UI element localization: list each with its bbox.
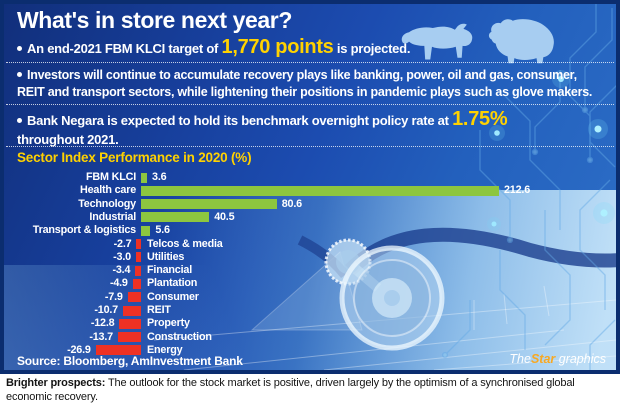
chart-category-label: Industrial — [89, 210, 136, 223]
chart-title: Sector Index Performance in 2020 (%) — [17, 150, 252, 165]
credit-the: The — [509, 352, 531, 366]
chart-bar — [141, 225, 151, 236]
chart-category-label: Financial — [147, 264, 192, 277]
chart-value-label: -10.7 — [94, 304, 118, 316]
bullet-dot — [17, 72, 22, 77]
infographic-panel: What's in store next year? An end-2021 F… — [0, 0, 620, 374]
chart-bar — [135, 265, 141, 276]
caption-text: The outlook for the stock market is posi… — [6, 377, 575, 403]
chart-row: Utilities -3.0 — [16, 251, 600, 264]
chart-bar — [141, 199, 277, 210]
chart-category-label: Plantation — [147, 277, 198, 290]
chart-value-label: -2.7 — [113, 237, 132, 250]
credit-star: Star — [530, 352, 556, 366]
bear-icon — [488, 19, 554, 64]
chart-category-label: REIT — [147, 304, 171, 316]
chart-row: REIT -10.7 — [16, 304, 600, 317]
highlight-value: 1,770 points — [221, 36, 334, 58]
chart-value-label: -26.9 — [67, 343, 91, 356]
bullet-text: is projected. — [333, 41, 411, 56]
chart-category-label: Energy — [147, 343, 183, 356]
bullet-dot — [17, 118, 22, 123]
chart-category-label: Construction — [147, 330, 212, 343]
chart-value-label: 5.6 — [155, 224, 170, 237]
bullet-recovery-plays: Investors will continue to accumulate re… — [17, 67, 600, 100]
bullet-text: An end-2021 FBM KLCI target of — [27, 41, 222, 56]
source-note: Source: Bloomberg, AmInvestment Bank — [17, 354, 243, 368]
chart-bar — [141, 185, 499, 196]
chart-value-label: 3.6 — [152, 171, 167, 183]
chart-bar — [132, 278, 141, 289]
chart-category-label: Consumer — [147, 290, 199, 303]
chart-row: Industrial 40.5 — [16, 211, 600, 224]
chart-category-label: Property — [147, 317, 190, 330]
dotted-divider — [6, 62, 614, 63]
chart-value-label: -13.7 — [89, 330, 113, 343]
chart-bar — [141, 172, 148, 183]
dotted-divider — [6, 146, 614, 147]
chart-row: Plantation -4.9 — [16, 277, 600, 290]
chart-bar — [135, 252, 141, 263]
page-title: What's in store next year? — [17, 7, 292, 33]
chart-bar — [136, 239, 141, 249]
chart-category-label: FBM KLCI — [86, 171, 136, 183]
chart-value-label: 40.5 — [214, 210, 235, 223]
chart-category-label: Health care — [79, 184, 136, 197]
chart-value-label: 80.6 — [281, 197, 302, 210]
bullet-policy-rate: Bank Negara is expected to hold its benc… — [17, 109, 561, 149]
chart-bar — [122, 305, 141, 316]
chart-value-label: -12.8 — [90, 317, 115, 330]
chart-row: Energy -26.9 — [16, 344, 600, 357]
chart-bar — [141, 212, 210, 223]
chart-category-label: Utilities — [147, 250, 185, 263]
chart-bar — [127, 292, 141, 303]
caption-lead: Brighter prospects: — [6, 377, 106, 389]
highlight-value: 1.75% — [452, 108, 508, 130]
chart-row: Construction -13.7 — [16, 331, 600, 344]
chart-row: Consumer -7.9 — [16, 291, 600, 304]
bullet-text: Bank Negara is expected to hold its benc… — [27, 113, 453, 128]
chart-category-label: Telcos & media — [147, 237, 223, 250]
chart-row: Transport & logistics 5.6 — [16, 224, 600, 237]
chart-category-label: Transport & logistics — [32, 224, 136, 237]
bullet-text: throughout 2021. — [17, 132, 119, 147]
chart-bar — [119, 318, 141, 329]
chart-row: Health care 212.6 — [16, 184, 600, 197]
chart-row: FBM KLCI 3.6 — [16, 171, 600, 184]
bullet-klci-target: An end-2021 FBM KLCI target of 1,770 poi… — [17, 37, 446, 60]
chart-value-label: -3.0 — [113, 250, 131, 263]
chart-row: Technology 80.6 — [16, 198, 600, 211]
chart-row: Financial -3.4 — [16, 264, 600, 277]
bullet-dot — [17, 46, 22, 51]
chart-row: Property -12.8 — [16, 317, 600, 330]
chart-category-label: Technology — [78, 197, 136, 210]
chart-value-label: -4.9 — [109, 277, 128, 290]
bullet-text: Investors will continue to accumulate re… — [17, 68, 593, 99]
chart-value-label: 212.6 — [504, 184, 531, 197]
credit-graphics: graphics — [555, 352, 606, 366]
caption: Brighter prospects: The outlook for the … — [6, 377, 614, 404]
bar-chart: FBM KLCI 3.6 Health care 212.6 Technology 80.… — [16, 171, 600, 359]
dotted-divider — [6, 104, 614, 105]
chart-value-label: -3.4 — [112, 264, 131, 277]
chart-row: Telcos & media -2.7 — [16, 238, 600, 251]
chart-bar — [117, 332, 141, 343]
publisher-credit: TheStar graphics — [509, 352, 606, 366]
chart-value-label: -7.9 — [104, 290, 123, 303]
chart-bar — [95, 345, 141, 356]
